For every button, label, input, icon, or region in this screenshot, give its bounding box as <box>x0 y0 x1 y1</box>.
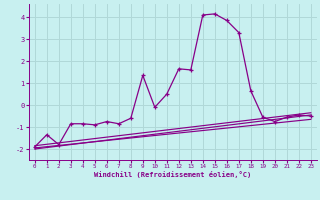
X-axis label: Windchill (Refroidissement éolien,°C): Windchill (Refroidissement éolien,°C) <box>94 171 252 178</box>
